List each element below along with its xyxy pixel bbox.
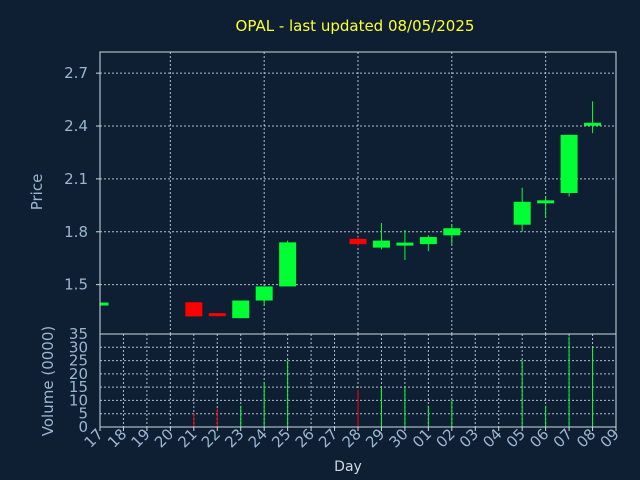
x-axis-label: Day [334, 459, 362, 475]
volume-tick-label: 15 [69, 378, 88, 396]
price-tick-label: 1.8 [64, 223, 88, 241]
price-tick-label: 2.4 [64, 117, 88, 135]
price-tick-label: 1.5 [64, 276, 88, 294]
candle-body [513, 201, 531, 225]
volume-tick-label: 5 [78, 405, 88, 423]
price-axis-label: Price [28, 174, 46, 211]
candle-body [443, 228, 461, 236]
candle-body [185, 302, 203, 317]
price-panel: 1.5 1.8 2.1 2.4 2.7 [64, 51, 617, 335]
volume-tick-label: 0 [78, 418, 88, 436]
volume-tick-label: 10 [69, 391, 88, 409]
candle-body [208, 313, 226, 317]
volume-tick-label: 20 [69, 365, 88, 383]
candle-body [279, 242, 297, 287]
candle-body [419, 237, 437, 245]
candle-body [584, 122, 602, 126]
price-tick-label: 2.7 [64, 64, 88, 82]
volume-axis-label: Volume (0000) [39, 326, 57, 436]
candle-body [560, 134, 578, 193]
candle-body [232, 300, 250, 319]
volume-tick-label: 35 [69, 325, 88, 343]
volume-tick-label: 25 [69, 352, 88, 370]
candle-body [537, 200, 555, 204]
price-tick-label: 2.1 [64, 170, 88, 188]
x-axis: 1718192021222324252627282930010203040506… [81, 425, 623, 451]
chart-title: OPAL - last updated 08/05/2025 [236, 17, 475, 35]
candle-body [100, 302, 109, 306]
candle-body [396, 242, 414, 246]
volume-tick-label: 30 [69, 338, 88, 356]
candle-body [372, 240, 390, 248]
candle-body [349, 238, 367, 245]
candle-body [255, 286, 273, 301]
